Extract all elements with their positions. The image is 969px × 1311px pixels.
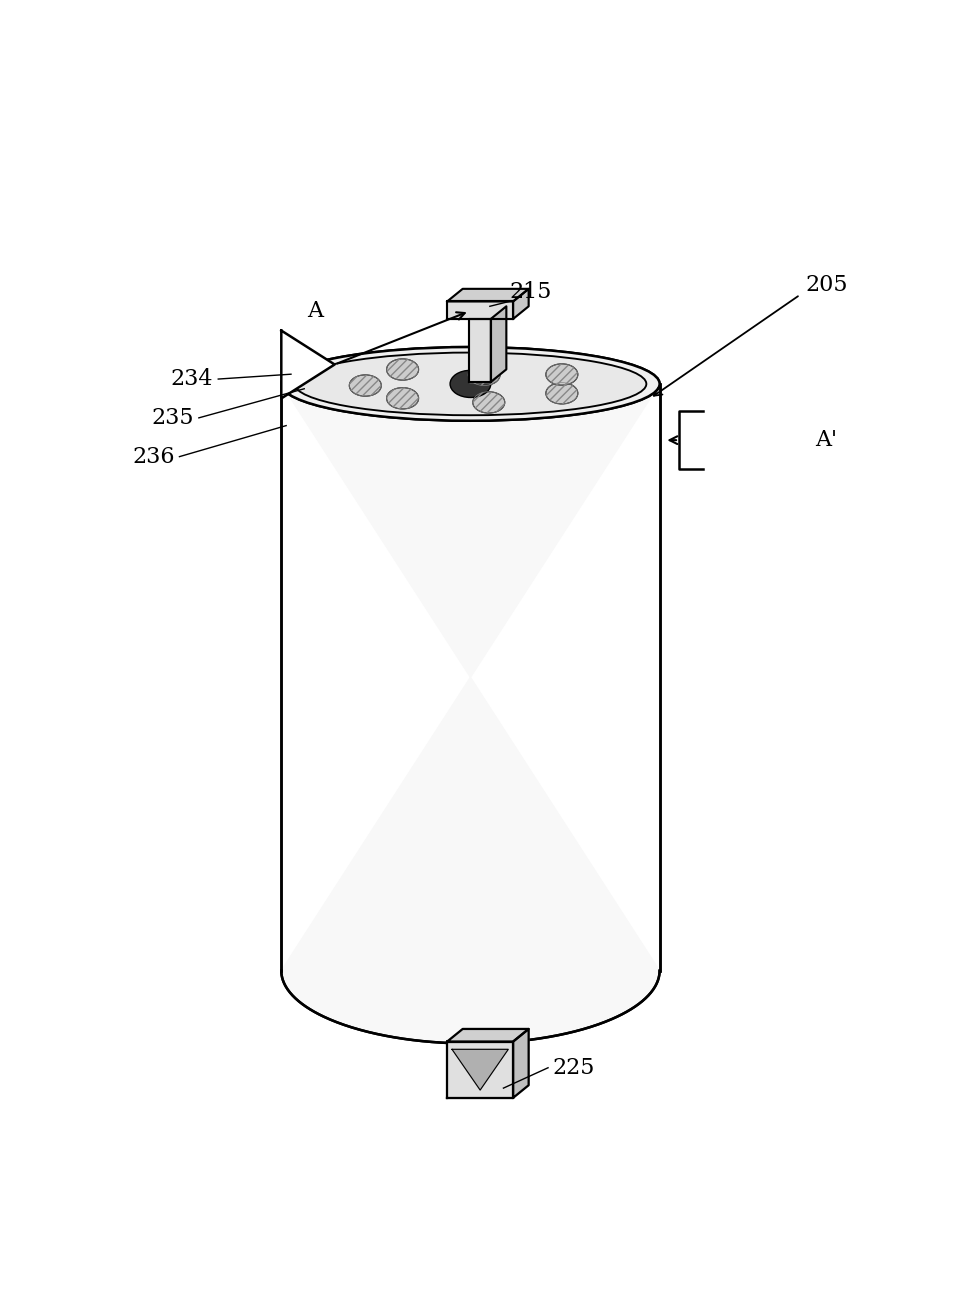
Ellipse shape (295, 353, 645, 416)
Polygon shape (452, 1049, 508, 1089)
Ellipse shape (468, 364, 500, 385)
Polygon shape (469, 319, 490, 382)
Text: 205: 205 (804, 274, 847, 296)
Ellipse shape (450, 370, 490, 397)
Text: 215: 215 (509, 281, 551, 303)
Ellipse shape (387, 388, 419, 409)
Polygon shape (447, 1029, 528, 1041)
Text: 235: 235 (151, 406, 194, 429)
Polygon shape (513, 1029, 528, 1097)
Polygon shape (447, 288, 528, 302)
Polygon shape (281, 384, 659, 1044)
Text: 225: 225 (552, 1057, 595, 1079)
Text: 234: 234 (171, 368, 213, 391)
Polygon shape (447, 1041, 513, 1097)
Polygon shape (281, 330, 334, 399)
Polygon shape (513, 288, 528, 319)
Ellipse shape (472, 355, 504, 376)
Ellipse shape (546, 383, 578, 404)
Ellipse shape (546, 364, 578, 385)
Ellipse shape (349, 375, 381, 396)
Text: 236: 236 (132, 446, 174, 468)
Polygon shape (490, 307, 506, 382)
Ellipse shape (281, 347, 659, 421)
Ellipse shape (281, 347, 659, 421)
Text: A: A (307, 300, 323, 323)
Ellipse shape (387, 359, 419, 380)
Text: A': A' (814, 429, 836, 451)
Polygon shape (447, 302, 513, 319)
Ellipse shape (295, 353, 645, 416)
Ellipse shape (472, 392, 504, 413)
